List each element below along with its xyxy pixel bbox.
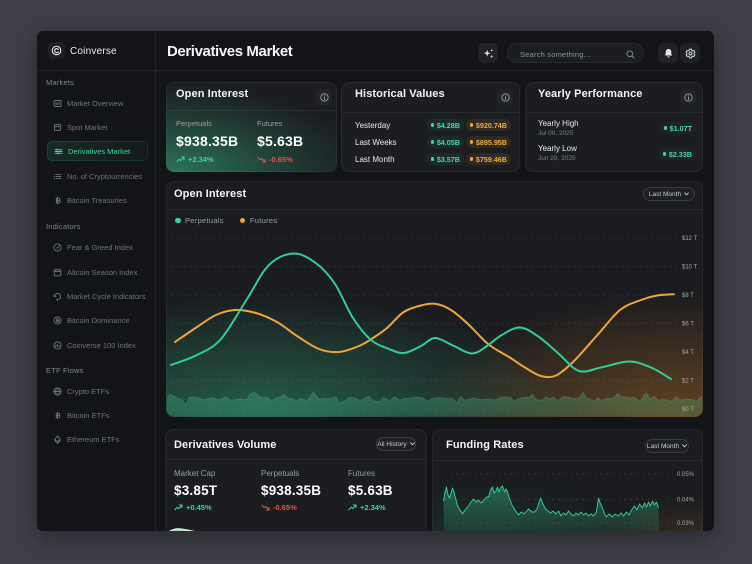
- svg-text:0.03%: 0.03%: [677, 521, 695, 527]
- svg-text:$6 T: $6 T: [682, 322, 694, 328]
- svg-text:0.05%: 0.05%: [677, 472, 695, 478]
- svg-text:$10 T: $10 T: [682, 265, 698, 271]
- svg-text:0.04%: 0.04%: [677, 498, 695, 504]
- svg-text:$4 T: $4 T: [682, 350, 694, 356]
- svg-text:$2 T: $2 T: [682, 379, 694, 385]
- svg-text:$0 T: $0 T: [682, 407, 694, 413]
- svg-text:$8 T: $8 T: [682, 293, 694, 299]
- svg-text:$12 T: $12 T: [682, 236, 698, 242]
